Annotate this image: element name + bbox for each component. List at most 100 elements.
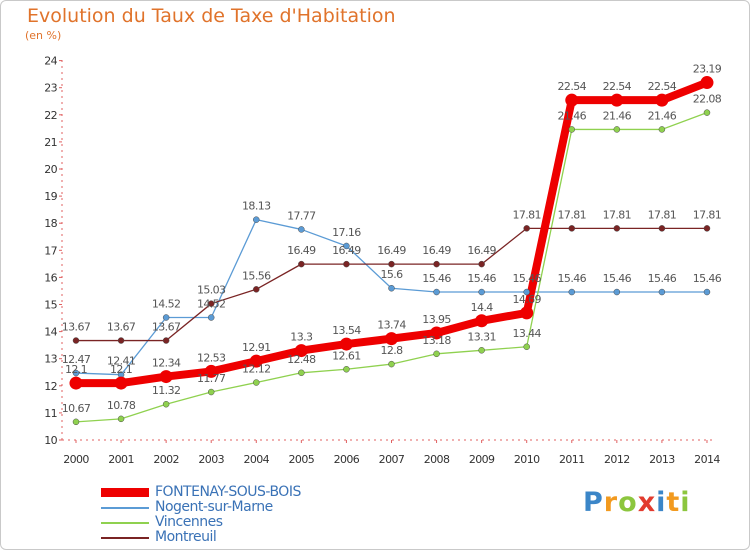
y-tick-label: 18 — [44, 217, 57, 230]
data-point-montreuil — [388, 260, 395, 268]
data-label-vincennes: 11.32 — [152, 384, 181, 397]
x-tick-label: 2011 — [559, 453, 585, 466]
y-tick-label: 15 — [44, 299, 57, 312]
data-point-montreuil — [568, 225, 576, 232]
data-label-vincennes: 13.31 — [467, 330, 496, 343]
y-tick-label: 12 — [44, 380, 57, 393]
data-point-vincennes — [523, 343, 530, 351]
x-tick-label: 2008 — [424, 453, 450, 466]
data-label-fontenay-sous-bois: 22.54 — [603, 80, 632, 93]
data-label-montreuil: 13.67 — [152, 321, 181, 334]
x-tick-label: 2001 — [108, 453, 134, 466]
data-label-fontenay-sous-bois: 13.54 — [332, 324, 361, 337]
data-point-nogent-sur-marne — [207, 314, 215, 321]
y-tick-label: 22 — [44, 109, 57, 122]
logo-letter: o — [618, 487, 638, 518]
data-label-fontenay-sous-bois: 14.4 — [471, 301, 494, 314]
data-label-montreuil: 17.81 — [603, 208, 632, 221]
logo-letter: i — [680, 487, 691, 518]
legend-swatch-montreuil — [101, 537, 149, 539]
x-tick-label: 2005 — [289, 453, 315, 466]
legend-swatch-nogent — [101, 507, 149, 509]
data-label-vincennes: 12.8 — [380, 344, 403, 357]
logo-letter: i — [656, 487, 667, 518]
data-point-montreuil — [478, 260, 485, 268]
data-point-nogent-sur-marne — [478, 288, 485, 296]
data-label-vincennes: 12.48 — [287, 353, 316, 366]
legend-label-nogent: Nogent-sur-Marne — [155, 499, 273, 515]
data-point-vincennes — [117, 415, 125, 423]
data-label-nogent-sur-marne: 15.46 — [693, 272, 722, 285]
y-tick-label: 20 — [44, 163, 57, 176]
data-point-nogent-sur-marne — [523, 288, 530, 296]
data-label-montreuil: 16.49 — [422, 244, 451, 257]
y-tick-label: 24 — [44, 55, 57, 68]
data-label-montreuil: 15.56 — [242, 269, 271, 282]
logo-letter: t — [666, 487, 681, 518]
data-point-montreuil — [613, 225, 621, 232]
data-label-montreuil: 17.81 — [693, 208, 722, 221]
x-tick-label: 2003 — [198, 453, 224, 466]
data-point-fontenay-sous-bois — [430, 326, 444, 340]
data-label-montreuil: 15.03 — [197, 284, 226, 297]
data-labels: 12.1 12.1 12.34 12.53 12.91 13.3 13.54 13.74 13.… — [62, 63, 723, 415]
data-point-vincennes — [298, 369, 305, 377]
data-point-fontenay-sous-bois — [565, 93, 579, 107]
y-tick-label: 11 — [44, 407, 57, 420]
data-point-montreuil — [207, 300, 215, 307]
logo-letter: x — [637, 487, 657, 518]
data-point-montreuil — [298, 260, 305, 268]
axes: 10 11 12 13 14 15 16 17 18 19 20 21 22 23 24 2000 2001 20… — [44, 55, 721, 466]
data-label-nogent-sur-marne: 15.46 — [512, 272, 541, 285]
data-point-fontenay-sous-bois — [475, 314, 489, 328]
data-point-montreuil — [703, 225, 711, 232]
data-point-fontenay-sous-bois — [114, 376, 128, 390]
data-label-fontenay-sous-bois: 13.95 — [422, 313, 451, 326]
legend-label-montreuil: Montreuil — [155, 529, 217, 545]
data-label-nogent-sur-marne: 17.16 — [332, 226, 361, 239]
data-point-vincennes — [253, 379, 260, 386]
legend-swatch-vincennes — [101, 522, 149, 524]
data-point-nogent-sur-marne — [253, 216, 260, 223]
data-label-montreuil: 17.81 — [648, 208, 677, 221]
x-tick-label: 2002 — [153, 453, 179, 466]
data-point-montreuil — [433, 260, 440, 268]
data-point-fontenay-sous-bois — [69, 376, 83, 390]
data-label-vincennes: 10.78 — [107, 399, 136, 412]
y-tick-label: 16 — [44, 271, 57, 284]
data-point-nogent-sur-marne — [613, 288, 621, 296]
data-label-fontenay-sous-bois: 12.1 — [65, 363, 87, 376]
data-label-nogent-sur-marne: 14.52 — [197, 298, 226, 311]
data-point-montreuil — [72, 337, 80, 344]
data-point-nogent-sur-marne — [388, 284, 395, 292]
data-point-vincennes — [703, 109, 711, 116]
data-point-vincennes — [343, 366, 350, 373]
data-label-vincennes: 11.77 — [197, 372, 226, 385]
x-tick-label: 2012 — [604, 453, 630, 466]
data-label-montreuil: 17.81 — [512, 208, 541, 221]
data-label-vincennes: 13.44 — [512, 327, 541, 340]
data-point-vincennes — [207, 388, 215, 396]
y-tick-label: 17 — [44, 244, 57, 257]
data-label-fontenay-sous-bois: 12.91 — [242, 341, 271, 354]
x-tick-label: 2006 — [334, 453, 360, 466]
data-label-nogent-sur-marne: 15.6 — [380, 268, 403, 281]
data-point-montreuil — [343, 260, 350, 268]
data-point-fontenay-sous-bois — [339, 337, 353, 351]
y-tick-label: 19 — [44, 190, 57, 203]
legend-label-vincennes: Vincennes — [155, 514, 223, 530]
data-label-nogent-sur-marne: 15.46 — [422, 272, 451, 285]
data-point-vincennes — [72, 418, 80, 426]
data-label-fontenay-sous-bois: 14.69 — [512, 293, 541, 306]
chart-title: Evolution du Taux de Taxe d'Habitation — [27, 5, 396, 27]
y-tick-label: 21 — [44, 136, 57, 149]
data-point-fontenay-sous-bois — [159, 370, 173, 384]
x-tick-label: 2000 — [63, 453, 89, 466]
data-point-vincennes — [478, 347, 485, 354]
y-tick-label: 13 — [44, 353, 57, 366]
data-point-nogent-sur-marne — [298, 226, 305, 233]
data-label-fontenay-sous-bois: 13.3 — [290, 331, 313, 344]
data-point-fontenay-sous-bois — [700, 76, 714, 90]
data-label-vincennes: 22.08 — [693, 93, 722, 106]
data-label-montreuil: 16.49 — [377, 244, 406, 257]
